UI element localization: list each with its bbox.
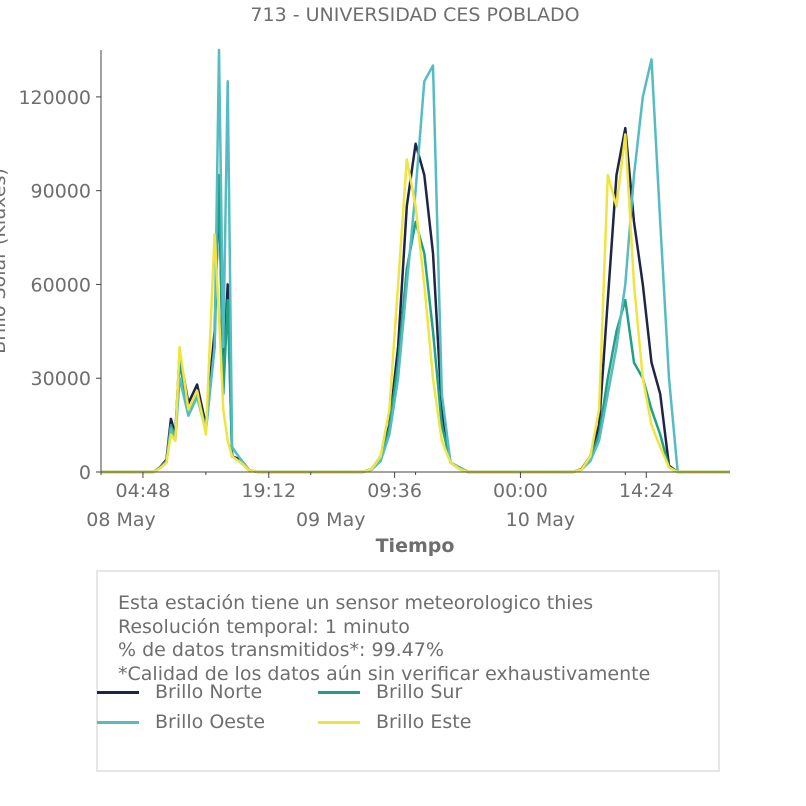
axes-layer: 0 30000 60000 90000 120000 04:48 19:12 09:36 00:… [18,50,730,531]
legend-item: Brillo Sur [318,680,462,704]
legend-label: Brillo Oeste [155,711,266,733]
series-line-2 [101,173,730,474]
chart: 713 - UNIVERSIDAD CES POBLADO 0 30000 6000… [0,4,730,557]
legend-label: Brillo Norte [155,681,263,703]
x-tick-label: 04:48 [116,480,171,502]
info-box: Esta estación tiene un sensor meteorolog… [96,570,720,772]
y-tick-label: 30000 [31,368,91,390]
series-layer [101,48,730,474]
y-axis-label: Brillo Solar (Kluxes) [0,168,10,354]
legend-label: Brillo Sur [376,681,463,703]
y-tick-label: 0 [79,462,91,484]
y-tick-label: 120000 [18,87,91,109]
x-tick-label: 09:36 [367,480,422,502]
x-date-label: 08 May [86,509,156,531]
series-line-1 [101,126,730,474]
x-tick-label: 19:12 [241,480,296,502]
info-line-resolution: Resolución temporal: 1 minuto [118,616,410,638]
info-line-quality: *Calidad de los datos aún sin verificar … [118,663,651,685]
legend-swatch [97,690,139,694]
legend-swatch [318,690,360,694]
series-line-3 [101,48,730,474]
legend-swatch [97,720,139,724]
legend-item: Brillo Oeste [97,710,265,734]
x-axis-label: Tiempo [376,535,455,557]
x-tick-label: 00:00 [493,480,548,502]
x-date-label: 10 May [506,509,576,531]
info-line-transmitted: % de datos transmitidos*: 99.47% [118,639,444,661]
legend-item: Brillo Norte [97,680,262,704]
legend-swatch [318,720,360,724]
x-date-label: 09 May [296,509,366,531]
legend-label: Brillo Este [376,711,472,733]
series-line-4 [101,133,730,474]
y-tick-label: 90000 [31,181,91,203]
x-tick-label: 14:24 [619,480,674,502]
info-line-station: Esta estación tiene un sensor meteorolog… [118,592,594,614]
y-tick-label: 60000 [31,274,91,296]
legend-item: Brillo Este [318,710,471,734]
chart-title: 713 - UNIVERSIDAD CES POBLADO [250,4,579,26]
